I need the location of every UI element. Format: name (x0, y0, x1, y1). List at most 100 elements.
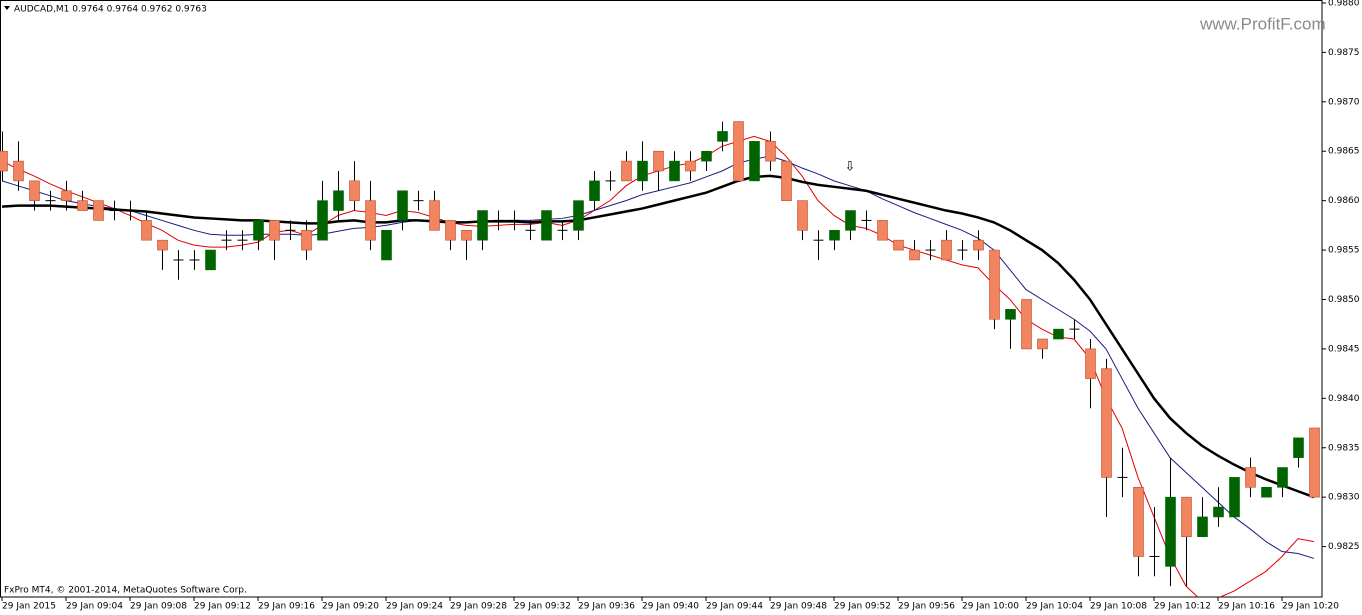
candle-body (733, 121, 744, 182)
candle-body (381, 229, 392, 261)
x-tick-label: 29 Jan 10:12 (1154, 602, 1211, 612)
candle-body (349, 180, 360, 201)
candle-body (1037, 338, 1048, 350)
x-tick-label: 29 Jan 09:28 (450, 602, 507, 612)
x-tick-label: 29 Jan 09:20 (322, 602, 379, 612)
candle-body (1277, 467, 1288, 488)
candle-body (1085, 348, 1096, 379)
candle-body (797, 200, 808, 231)
candle-body (397, 190, 408, 221)
x-tick-label: 29 Jan 10:00 (962, 602, 1019, 612)
y-tick-label: 0.9880 (1328, 0, 1360, 8)
moving-average (1, 174, 1315, 499)
candle-body (1213, 506, 1224, 518)
candle-body (269, 220, 280, 241)
y-tick-label: 0.9830 (1328, 493, 1360, 503)
signal-arrow: ⇩ (845, 160, 856, 175)
menu-triangle (4, 6, 10, 10)
x-tick-label: 29 Jan 09:36 (578, 602, 635, 612)
x-tick-label: 29 Jan 09:04 (66, 602, 123, 612)
candle-body (461, 229, 472, 241)
candle-body (317, 200, 328, 241)
chart-title: AUDCAD,M1 0.9764 0.9764 0.9762 0.9763 (14, 5, 207, 15)
x-tick-label: 29 Jan 09:16 (258, 602, 315, 612)
candle-body (477, 210, 488, 241)
y-tick-label: 0.9840 (1328, 394, 1360, 404)
candle-body (653, 150, 664, 172)
watermark: www.ProfitF.com (1199, 14, 1326, 33)
candle-body (1165, 496, 1176, 567)
x-tick-label: 29 Jan 10:04 (1026, 602, 1083, 612)
candle-body (77, 200, 88, 211)
y-tick-label: 0.9870 (1328, 97, 1360, 107)
candle-body (909, 249, 920, 261)
y-tick-label: 0.9845 (1328, 344, 1360, 354)
candle-body (973, 239, 984, 251)
y-tick-label: 0.9855 (1328, 246, 1360, 256)
candle-body (1261, 486, 1272, 498)
candle-body (637, 160, 648, 182)
candle-body (589, 180, 600, 201)
y-tick-label: 0.9835 (1328, 443, 1360, 453)
candle-body (1133, 486, 1144, 557)
candle-body (429, 200, 440, 231)
x-tick-label: 29 Jan 2015 (2, 602, 56, 612)
candle-body (1197, 516, 1208, 538)
candle-body (1245, 467, 1256, 488)
candle-body (1053, 328, 1064, 340)
candle-body (717, 131, 728, 142)
candle-body (1293, 437, 1304, 458)
candle-body (301, 229, 312, 251)
x-tick-label: 29 Jan 09:08 (130, 602, 187, 612)
x-tick-label: 29 Jan 09:12 (194, 602, 251, 612)
candle-body (205, 249, 216, 271)
candle-body (829, 229, 840, 241)
candle-body (365, 200, 376, 241)
y-tick-label: 0.9875 (1328, 48, 1360, 58)
x-tick-label: 29 Jan 09:40 (642, 602, 699, 612)
candle-body (781, 160, 792, 201)
candle-body (157, 239, 168, 251)
candle-body (541, 210, 552, 241)
candle-body (765, 141, 776, 162)
plot-area (0, 121, 1320, 597)
y-tick-label: 0.9865 (1328, 147, 1360, 157)
x-tick-label: 29 Jan 09:52 (834, 602, 891, 612)
x-tick-label: 29 Jan 10:20 (1282, 602, 1339, 612)
y-tick-label: 0.9850 (1328, 295, 1360, 305)
x-tick-label: 29 Jan 10:08 (1090, 602, 1147, 612)
candle-body (685, 160, 696, 172)
candle-body (621, 160, 632, 182)
y-tick-label: 0.9825 (1328, 542, 1360, 552)
candle-body (1005, 309, 1016, 320)
candle-body (253, 220, 264, 241)
candle-body (749, 141, 760, 182)
candle-body (845, 210, 856, 231)
x-tick-label: 29 Jan 09:32 (514, 602, 571, 612)
candle-body (445, 220, 456, 241)
y-tick-label: 0.9860 (1328, 196, 1360, 206)
candle-body (893, 239, 904, 251)
candle-body (1229, 477, 1240, 518)
footer: FxPro MT4, © 2001-2014, MetaQuotes Softw… (4, 586, 247, 596)
candle-body (989, 249, 1000, 320)
candle-body (1101, 368, 1112, 478)
x-tick-label: 29 Jan 09:24 (386, 602, 443, 612)
candle-body (1181, 496, 1192, 538)
candle-body (573, 200, 584, 231)
candle-body (93, 200, 104, 221)
candle-body (669, 160, 680, 182)
candle-body (333, 190, 344, 211)
candle-body (1021, 299, 1032, 350)
x-tick-label: 29 Jan 09:44 (706, 602, 763, 612)
x-tick-label: 29 Jan 10:16 (1218, 602, 1275, 612)
candle-body (0, 150, 8, 172)
candle-body (13, 160, 24, 182)
candle-body (29, 180, 40, 201)
candle-body (1309, 427, 1320, 498)
x-tick-label: 29 Jan 09:48 (770, 602, 827, 612)
candle-body (941, 239, 952, 261)
candle-body (701, 150, 712, 162)
plot-frame (0, 0, 1323, 598)
